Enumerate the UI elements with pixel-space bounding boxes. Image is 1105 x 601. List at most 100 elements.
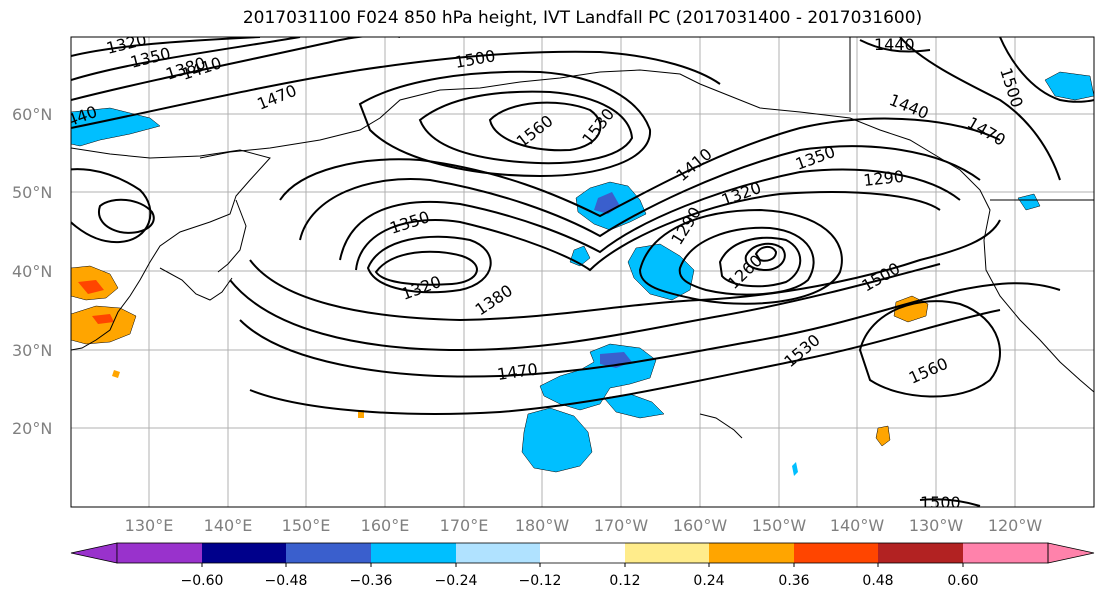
colorbar-extend-max bbox=[1047, 542, 1095, 564]
lon-label: 180°W bbox=[515, 516, 570, 535]
contour-line bbox=[71, 168, 152, 244]
lon-label: 130°W bbox=[909, 516, 964, 535]
contour-line bbox=[299, 145, 981, 241]
ivt-patch bbox=[521, 407, 593, 473]
contour-line bbox=[239, 282, 1061, 378]
colorbar-outline bbox=[116, 542, 1049, 564]
lon-label: 150°W bbox=[752, 516, 807, 535]
colorbar-tick-label: −0.12 bbox=[519, 573, 562, 589]
lon-label: 170°W bbox=[594, 516, 649, 535]
lon-label: 130°E bbox=[125, 516, 174, 535]
colorbar-segment bbox=[202, 543, 286, 563]
contour-line bbox=[229, 263, 941, 352]
ivt-patch bbox=[71, 107, 161, 147]
contour-line bbox=[249, 309, 1001, 415]
colorbar-ticks: −0.60 −0.48 −0.36 −0.24 −0.12 0.12 0.24 … bbox=[181, 573, 979, 589]
contour-line bbox=[71, 50, 721, 129]
colorbar-segment bbox=[371, 543, 456, 563]
lon-label: 140°W bbox=[830, 516, 885, 535]
contour-line bbox=[919, 498, 981, 507]
lat-label: 40°N bbox=[12, 262, 52, 281]
colorbar-tick-label: −0.60 bbox=[181, 573, 224, 589]
coastline-north-america bbox=[699, 83, 1094, 393]
ivt-patch bbox=[1044, 71, 1094, 101]
contour-line bbox=[678, 226, 815, 296]
colorbar-segment bbox=[540, 543, 625, 563]
colorbar-segment bbox=[625, 543, 709, 563]
ivt-patch bbox=[875, 425, 891, 447]
map-frame bbox=[70, 36, 1095, 508]
colorbar-tick-label: 0.24 bbox=[693, 573, 724, 589]
longitude-labels: 130°E 140°E 150°E 160°E 170°E 180°W 170°… bbox=[125, 516, 1043, 535]
contour-line bbox=[358, 70, 652, 178]
contour-label: 1290 bbox=[862, 167, 904, 190]
contour-line bbox=[366, 235, 492, 294]
ivt-patch bbox=[112, 370, 120, 378]
coastline-siberia bbox=[199, 69, 701, 159]
contour-line bbox=[744, 242, 786, 272]
contour-line bbox=[859, 39, 931, 53]
lat-label: 30°N bbox=[12, 341, 52, 360]
coastline-asia bbox=[71, 147, 271, 351]
contour-line bbox=[71, 37, 400, 101]
map-title: 2017031100 F024 850 hPa height, IVT Land… bbox=[242, 8, 923, 28]
lat-label: 60°N bbox=[12, 105, 52, 124]
contour-line bbox=[718, 236, 802, 288]
lon-label: 160°W bbox=[673, 516, 728, 535]
contour-line bbox=[71, 37, 301, 81]
colorbar-tick-label: 0.60 bbox=[947, 573, 978, 589]
contour-line bbox=[339, 168, 961, 261]
ivt-patch bbox=[92, 314, 114, 324]
lon-label: 160°E bbox=[361, 516, 410, 535]
coastline-japan bbox=[217, 199, 247, 273]
contour-line bbox=[488, 101, 602, 152]
lat-label: 50°N bbox=[12, 183, 52, 202]
ivt-patch bbox=[792, 462, 798, 476]
colorbar-tick-label: 0.36 bbox=[778, 573, 809, 589]
colorbar-segment bbox=[794, 543, 878, 563]
contour-line bbox=[899, 37, 1061, 181]
ivt-patch bbox=[71, 305, 137, 345]
contour-label: 1440 bbox=[874, 35, 915, 54]
colorbar-extend-min bbox=[70, 542, 118, 564]
colorbar-tick-label: −0.48 bbox=[265, 573, 308, 589]
coastline-hawaii bbox=[699, 413, 743, 439]
contour-line bbox=[999, 37, 1094, 103]
contour-line bbox=[374, 250, 478, 286]
coastline-korea bbox=[159, 267, 233, 301]
colorbar-tick-label: −0.36 bbox=[350, 573, 393, 589]
contour-line bbox=[355, 190, 941, 272]
colorbar-tick-label: 0.48 bbox=[862, 573, 893, 589]
contour-line bbox=[249, 219, 1001, 322]
contour-line bbox=[754, 246, 778, 262]
colorbar-segment bbox=[963, 543, 1048, 563]
height-contours bbox=[71, 37, 1094, 507]
lat-label: 20°N bbox=[12, 419, 52, 438]
colorbar-tick-label: −0.24 bbox=[435, 573, 478, 589]
lon-label: 170°E bbox=[440, 516, 489, 535]
contour-line bbox=[98, 198, 155, 234]
lon-label: 150°E bbox=[282, 516, 331, 535]
coastlines bbox=[71, 37, 1094, 439]
graticule bbox=[71, 37, 1094, 507]
lon-label: 140°E bbox=[204, 516, 253, 535]
ivt-patch bbox=[78, 280, 104, 294]
colorbar-tick-label: 0.12 bbox=[609, 573, 640, 589]
contour-line bbox=[418, 90, 634, 165]
ivt-shading bbox=[71, 71, 1094, 476]
latitude-labels: 60°N 50°N 40°N 30°N 20°N bbox=[12, 105, 52, 438]
colorbar-segment bbox=[878, 543, 963, 563]
colorbar-segment bbox=[286, 543, 371, 563]
contour-line bbox=[858, 300, 1001, 398]
colorbar-segment bbox=[709, 543, 794, 563]
colorbar-segment bbox=[456, 543, 540, 563]
contour-line bbox=[638, 208, 843, 305]
colorbar-segment bbox=[117, 543, 202, 563]
contour-line bbox=[71, 37, 261, 57]
lon-label: 120°W bbox=[988, 516, 1043, 535]
ivt-patch bbox=[1017, 193, 1041, 211]
colorbar bbox=[70, 542, 1095, 567]
contour-label: 1500 bbox=[920, 493, 961, 512]
contour-line bbox=[279, 117, 1001, 218]
